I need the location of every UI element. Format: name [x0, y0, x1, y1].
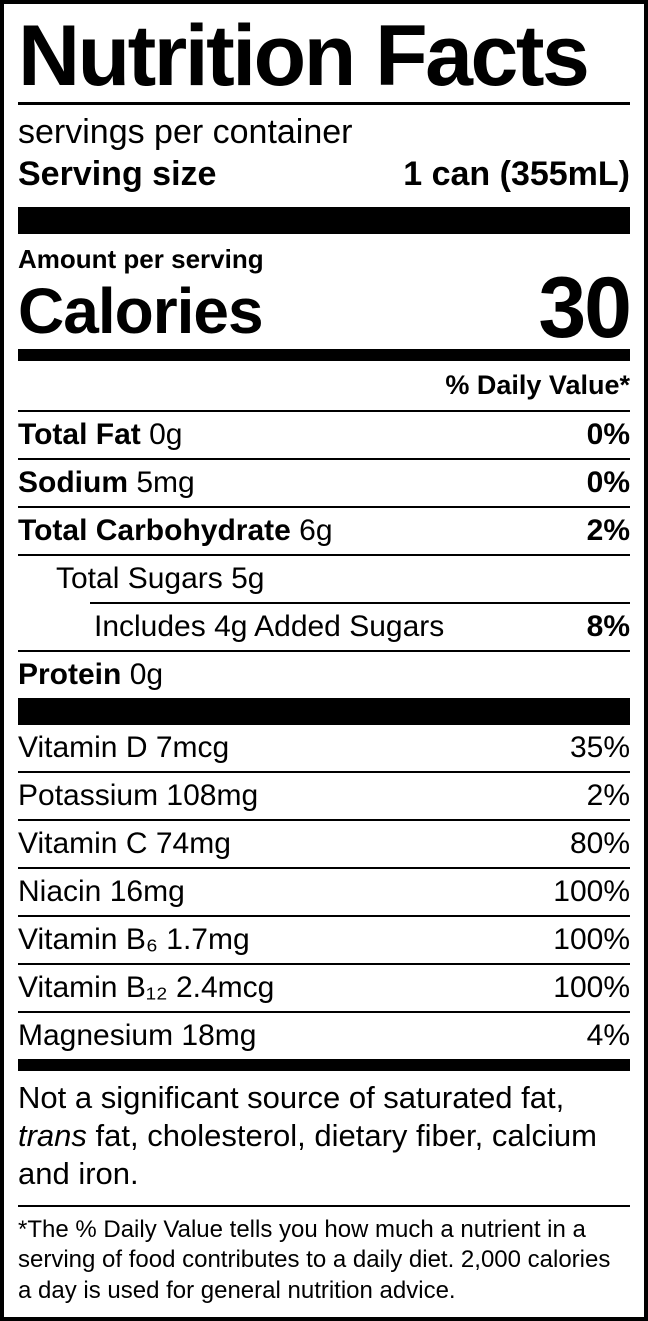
nutrient-row: Total Sugars 5g [18, 556, 630, 602]
row-divider [18, 649, 630, 652]
nutrient-name: Vitamin C 74mg [18, 826, 231, 860]
nutrient-name: Vitamin D 7mcg [18, 730, 230, 764]
row-divider [18, 866, 630, 869]
title-divider [18, 102, 630, 106]
daily-value-percent: 0% [586, 465, 630, 499]
nutrient-name: Potassium 108mg [18, 778, 259, 812]
amount-per-serving-label: Amount per serving [18, 244, 264, 275]
footnote-divider [18, 1205, 630, 1208]
daily-value-percent: 100% [553, 922, 630, 956]
row-divider [18, 457, 630, 460]
nutrient-name: Sodium 5mg [18, 465, 195, 499]
calories-label: Calories [18, 275, 264, 348]
nutrient-name: Vitamin B₆ 1.7mg [18, 922, 250, 956]
vitamin-row: Vitamin C 74mg 80% [18, 821, 630, 867]
nutrient-name: Total Fat 0g [18, 417, 183, 451]
row-divider [18, 818, 630, 821]
section-bar-bottom [18, 1058, 630, 1071]
vitamin-row: Vitamin D 7mcg 35% [18, 725, 630, 771]
serving-size-value: 1 can (355mL) [403, 154, 630, 193]
row-divider [18, 553, 630, 556]
serving-size-label: Serving size [18, 154, 217, 193]
servings-per-container: servings per container [18, 113, 353, 152]
vitamin-row: Vitamin B₁₂ 2.4mcg 100% [18, 965, 630, 1011]
calories-row: Calories 30 [18, 260, 632, 357]
row-divider [18, 1010, 630, 1013]
note-prefix: Not a significant source of saturated fa… [18, 1079, 565, 1115]
nutrient-row: Includes 4g Added Sugars 8% [18, 604, 630, 650]
vitamin-row: Vitamin B₆ 1.7mg 100% [18, 917, 630, 963]
daily-value-percent: 100% [553, 874, 630, 908]
note-italic-trans: trans [18, 1117, 87, 1153]
daily-value-percent: 80% [569, 826, 630, 860]
calories-value: 30 [538, 260, 632, 357]
label-title: Nutrition Facts [18, 8, 590, 104]
nutrient-name: Total Carbohydrate 6g [18, 513, 333, 547]
daily-value-footnote: *The % Daily Value tells you how much a … [18, 1216, 611, 1304]
row-divider [18, 505, 630, 508]
section-bar-calories [18, 348, 630, 361]
daily-value-percent: 2% [586, 513, 630, 547]
row-divider [90, 601, 630, 604]
daily-value-percent: 35% [569, 730, 630, 764]
row-divider [18, 962, 630, 965]
row-divider [18, 914, 630, 917]
daily-value-percent: 2% [586, 778, 630, 812]
serving-size-row: Serving size 1 can (355mL) [18, 152, 630, 207]
nutrient-name: Niacin 16mg [18, 874, 185, 908]
nutrient-name: Vitamin B₁₂ 2.4mcg [18, 970, 275, 1004]
daily-value-percent: 8% [586, 609, 630, 643]
daily-value-header: % Daily Value* [445, 369, 630, 400]
daily-value-percent: 0% [586, 417, 630, 451]
vitamin-row: Niacin 16mg 100% [18, 869, 630, 915]
note-suffix: fat, cholesterol, dietary fiber, calcium… [18, 1117, 597, 1191]
daily-value-divider [18, 409, 630, 412]
nutrient-name: Total Sugars 5g [56, 561, 265, 595]
section-bar-top [18, 207, 630, 235]
nutrient-name: Magnesium 18mg [18, 1018, 257, 1052]
row-divider [18, 770, 630, 773]
vitamin-row: Potassium 108mg 2% [18, 773, 630, 819]
section-bar-vitamins [18, 697, 630, 725]
nutrient-row: Total Fat 0g 0% [18, 412, 630, 458]
nutrient-name: Protein 0g [18, 657, 164, 691]
daily-value-percent: 4% [586, 1018, 630, 1052]
nutrient-name: Includes 4g Added Sugars [94, 609, 445, 643]
not-significant-source-note: Not a significant source of saturated fa… [18, 1071, 630, 1205]
nutrient-row: Protein 0g [18, 652, 630, 698]
daily-value-percent: 100% [553, 970, 630, 1004]
nutrients-section: Total Fat 0g 0% Sodium 5mg 0% Total Carbohyd… [18, 412, 630, 698]
nutrient-row: Total Carbohydrate 6g 2% [18, 508, 630, 554]
nutrient-row: Sodium 5mg 0% [18, 460, 630, 506]
vitamins-section: Vitamin D 7mcg 35% Potassium 108mg 2% Vitami… [18, 725, 630, 1059]
vitamin-row: Magnesium 18mg 4% [18, 1013, 630, 1059]
